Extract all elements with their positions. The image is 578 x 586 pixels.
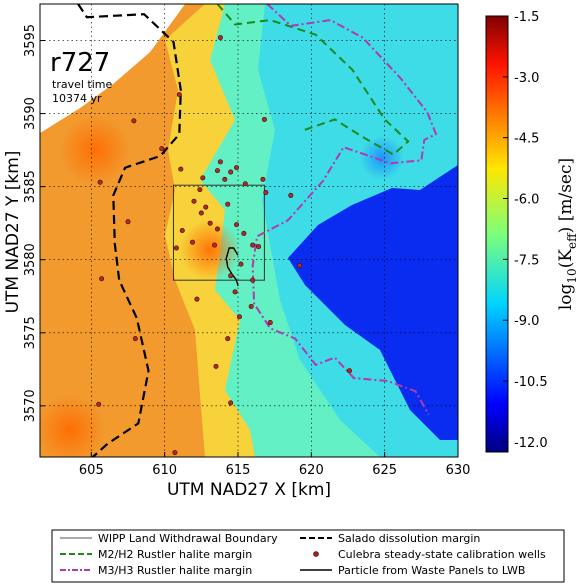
calibration-well-marker	[234, 165, 240, 171]
calibration-well-marker	[228, 169, 234, 175]
legend-entry-label: M2/H2 Rustler halite margin	[98, 548, 252, 561]
plot-frame	[39, 3, 459, 458]
field-blue-spot	[360, 136, 404, 180]
calibration-well-marker	[267, 320, 273, 326]
calibration-well-marker	[214, 168, 220, 174]
colorbar-tick-label: -6.0	[514, 193, 539, 208]
field-hotspot	[40, 395, 105, 457]
calibration-well-marker	[222, 176, 228, 182]
x-axis-label: UTM NAD27 X [km]	[167, 480, 331, 500]
run-id: r727	[50, 48, 110, 78]
colorbar-tick-label: -12.0	[514, 436, 548, 451]
travel-time-label: travel time	[52, 78, 112, 91]
conductivity-field	[40, 4, 458, 457]
calibration-well-marker	[261, 116, 267, 122]
calibration-well-marker	[178, 166, 184, 172]
calibration-well-marker	[297, 263, 303, 269]
particle-path	[225, 247, 239, 287]
calibration-well-marker	[225, 201, 231, 207]
calibration-well-marker	[256, 244, 262, 250]
calibration-well-marker	[207, 220, 213, 226]
calibration-well-marker	[260, 176, 266, 182]
calibration-well-marker	[200, 175, 206, 181]
calibration-well-marker	[172, 450, 178, 456]
colorbar-tick-label: -10.5	[514, 375, 548, 390]
calibration-well-marker	[179, 228, 185, 234]
calibration-well-marker	[97, 179, 103, 185]
calibration-well-marker	[132, 336, 138, 342]
y-tick-label: 3580	[23, 243, 38, 276]
colorbar-tick-label: -7.5	[514, 253, 539, 268]
y-tick-label: 3585	[23, 170, 38, 203]
x-tick-label: 610	[152, 463, 177, 478]
calibration-well-marker	[248, 303, 254, 309]
y-axis-label: UTM NAD27 Y [km]	[3, 151, 23, 314]
calibration-well-marker	[217, 159, 223, 165]
calibration-well-marker	[250, 277, 256, 283]
calibration-well-marker	[96, 401, 102, 407]
calibration-well-marker	[131, 118, 137, 124]
calibration-well-marker	[236, 314, 242, 320]
calibration-well-marker	[234, 222, 240, 228]
calibration-well-marker	[288, 192, 294, 198]
field-very-low-zone	[288, 165, 458, 440]
y-tick-label: 3590	[23, 97, 38, 130]
colorbar-label: log10(Keff) [m/sec]	[556, 158, 578, 310]
legend-entry-label: M3/H3 Rustler halite margin	[98, 564, 252, 577]
salado-margin-line	[77, 4, 182, 457]
x-tick-label: 630	[446, 463, 471, 478]
calibration-well-marker	[125, 219, 131, 225]
x-tick-label: 615	[226, 463, 251, 478]
calibration-well-marker	[228, 400, 234, 406]
legend-entry-label: Salado dissolution margin	[338, 532, 480, 545]
y-tick-label: 3570	[23, 389, 38, 422]
calibration-well-marker	[238, 261, 244, 267]
colorbar-tick-label: -9.0	[514, 314, 539, 329]
legend-swatch-wells	[313, 551, 319, 557]
calibration-well-marker	[212, 242, 218, 248]
calibration-well-marker	[225, 336, 231, 342]
legend-entry-label: Particle from Waste Panels to LWB	[338, 564, 525, 577]
legend-entry-label: Culebra steady-state calibration wells	[338, 548, 546, 561]
calibration-well-marker	[176, 92, 182, 98]
calibration-well-marker	[214, 226, 220, 232]
calibration-well-marker	[250, 242, 256, 248]
field-hotspot	[60, 115, 130, 185]
m3h3-margin-line	[251, 4, 438, 416]
x-tick-label: 605	[79, 463, 104, 478]
calibration-well-marker	[197, 187, 203, 193]
calibration-well-marker	[263, 190, 269, 196]
calibration-well-marker	[173, 245, 179, 251]
calibration-well-marker	[213, 363, 219, 369]
colorbar-tick-label: -3.0	[514, 71, 539, 86]
calibration-well-marker	[198, 210, 204, 216]
y-tick-label: 3595	[23, 24, 38, 57]
m2h2-margin-line	[216, 4, 410, 156]
y-tick-label: 3575	[23, 316, 38, 349]
calibration-well-marker	[242, 181, 248, 187]
calibration-well-marker	[232, 289, 238, 295]
calibration-well-marker	[228, 273, 234, 279]
calibration-well-marker	[190, 239, 196, 245]
colorbar-tick-label: -1.5	[514, 10, 539, 25]
calibration-well-marker	[346, 368, 352, 374]
legend-box	[51, 529, 565, 583]
field-hotspot	[180, 220, 240, 280]
calibration-well-marker	[203, 204, 209, 210]
x-tick-label: 625	[372, 463, 397, 478]
calibration-well-marker	[159, 146, 165, 152]
travel-time-value: 10374 yr	[52, 92, 102, 105]
legend-entry-label: WIPP Land Withdrawal Boundary	[98, 532, 278, 545]
calibration-well-marker	[191, 198, 197, 204]
calibration-well-marker	[217, 35, 223, 41]
field-white-notch	[40, 4, 185, 133]
calibration-well-marker	[241, 230, 247, 236]
x-tick-label: 620	[299, 463, 324, 478]
colorbar-tick-label: -4.5	[514, 132, 539, 147]
calibration-well-marker	[99, 276, 105, 282]
calibration-well-marker	[194, 296, 200, 302]
colorbar	[485, 15, 509, 453]
